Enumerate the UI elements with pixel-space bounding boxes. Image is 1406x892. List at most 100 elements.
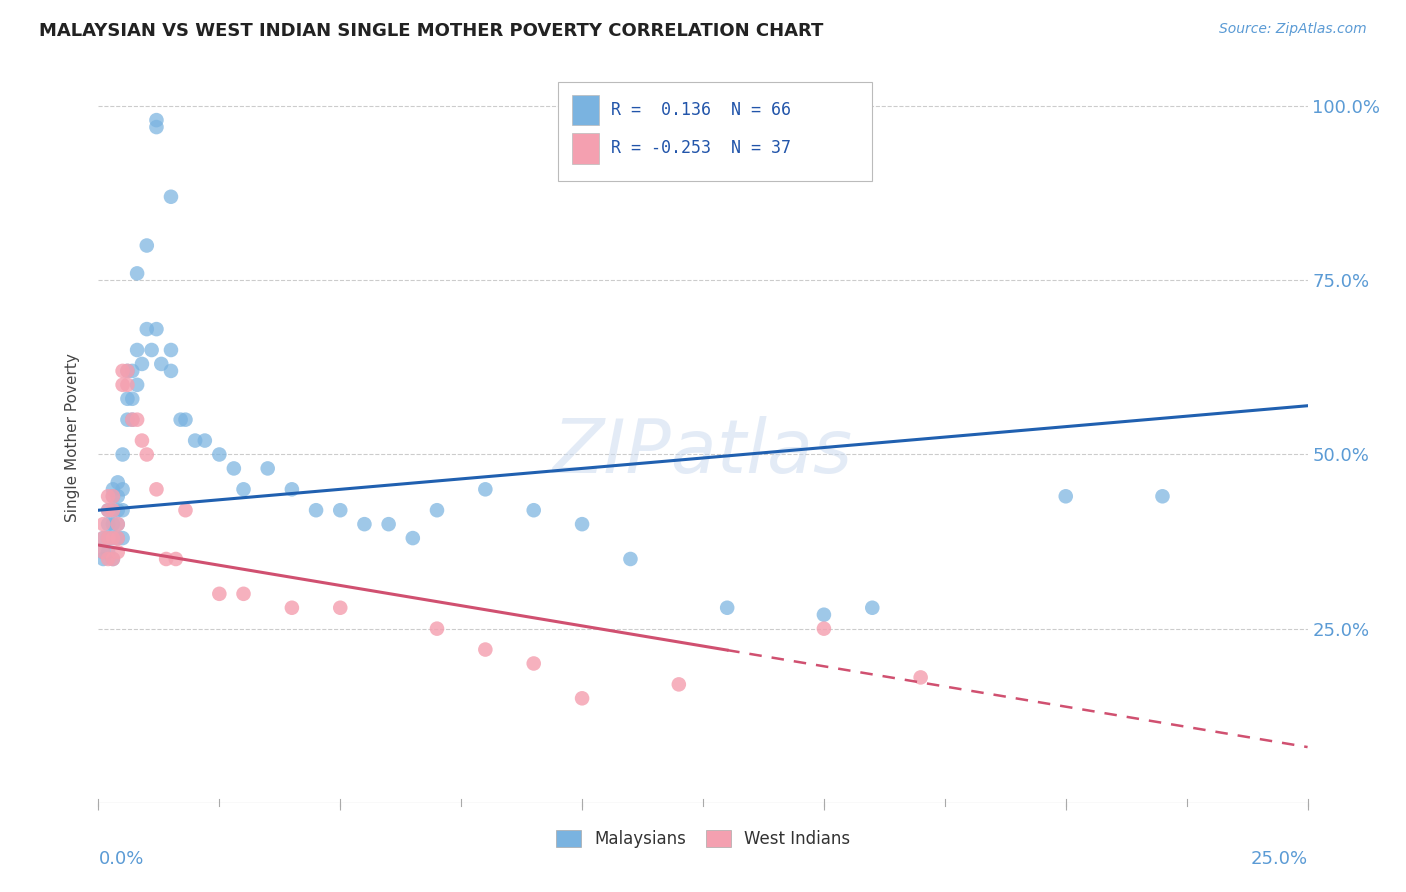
Point [813, 607, 835, 622]
Point [97, 531, 120, 545]
Point [131, 434, 153, 448]
Point [668, 677, 690, 691]
Point [107, 517, 129, 532]
FancyBboxPatch shape [572, 133, 599, 163]
Point [97, 503, 120, 517]
Point [101, 503, 124, 517]
Point [135, 322, 157, 336]
FancyBboxPatch shape [558, 82, 872, 181]
Point [305, 503, 328, 517]
Point [1152, 489, 1174, 503]
Point [107, 517, 129, 532]
Point [145, 113, 167, 128]
Point [523, 657, 546, 671]
FancyBboxPatch shape [572, 95, 599, 126]
Point [208, 587, 231, 601]
Text: 0.0%: 0.0% [98, 850, 143, 868]
Point [117, 392, 139, 406]
Point [860, 600, 883, 615]
Point [194, 434, 217, 448]
Point [111, 531, 134, 545]
Point [107, 503, 129, 517]
Legend: Malaysians, West Indians: Malaysians, West Indians [547, 822, 859, 856]
Point [377, 517, 399, 532]
Point [174, 412, 197, 426]
Point [135, 448, 157, 462]
Point [329, 600, 352, 615]
Point [571, 691, 593, 706]
Text: R = -0.253  N = 37: R = -0.253 N = 37 [612, 139, 792, 157]
Point [329, 503, 352, 517]
Point [1054, 489, 1077, 503]
Point [107, 545, 129, 559]
Text: MALAYSIAN VS WEST INDIAN SINGLE MOTHER POVERTY CORRELATION CHART: MALAYSIAN VS WEST INDIAN SINGLE MOTHER P… [39, 22, 824, 40]
Point [121, 412, 143, 426]
Point [101, 531, 124, 545]
Point [160, 190, 183, 204]
Point [117, 412, 139, 426]
Point [222, 461, 245, 475]
Point [402, 531, 425, 545]
Point [281, 600, 304, 615]
Point [716, 600, 738, 615]
Point [232, 587, 254, 601]
Point [131, 357, 153, 371]
Point [101, 552, 124, 566]
Y-axis label: Single Mother Poverty: Single Mother Poverty [65, 352, 80, 522]
Point [121, 412, 143, 426]
Point [208, 448, 231, 462]
Point [107, 531, 129, 545]
Point [281, 483, 304, 497]
Point [111, 364, 134, 378]
Point [571, 517, 593, 532]
Point [169, 412, 191, 426]
Point [813, 622, 835, 636]
Point [145, 322, 167, 336]
Point [474, 483, 496, 497]
Point [150, 357, 173, 371]
Point [232, 483, 254, 497]
Point [121, 392, 143, 406]
Point [127, 377, 149, 392]
Point [111, 377, 134, 392]
Point [91, 531, 114, 545]
Point [91, 552, 114, 566]
Point [97, 503, 120, 517]
Point [117, 364, 139, 378]
Point [127, 343, 149, 357]
Point [101, 531, 124, 545]
Point [127, 266, 149, 280]
Point [111, 448, 134, 462]
Point [256, 461, 278, 475]
Point [127, 412, 149, 426]
Point [111, 483, 134, 497]
Point [97, 531, 120, 545]
Point [145, 483, 167, 497]
Point [426, 622, 449, 636]
Point [141, 343, 163, 357]
Point [101, 483, 124, 497]
Point [101, 489, 124, 503]
Point [174, 503, 197, 517]
Point [91, 545, 114, 559]
Point [155, 552, 177, 566]
Point [184, 434, 207, 448]
Point [101, 489, 124, 503]
Point [111, 503, 134, 517]
Text: Source: ZipAtlas.com: Source: ZipAtlas.com [1219, 22, 1367, 37]
Point [91, 517, 114, 532]
Point [101, 517, 124, 532]
Text: 25.0%: 25.0% [1250, 850, 1308, 868]
Point [107, 489, 129, 503]
Point [619, 552, 641, 566]
Point [160, 343, 183, 357]
Point [160, 364, 183, 378]
Point [91, 531, 114, 545]
Point [135, 238, 157, 252]
Point [426, 503, 449, 517]
Text: R =  0.136  N = 66: R = 0.136 N = 66 [612, 101, 792, 120]
Point [523, 503, 546, 517]
Point [910, 670, 932, 684]
Point [91, 545, 114, 559]
Point [101, 503, 124, 517]
